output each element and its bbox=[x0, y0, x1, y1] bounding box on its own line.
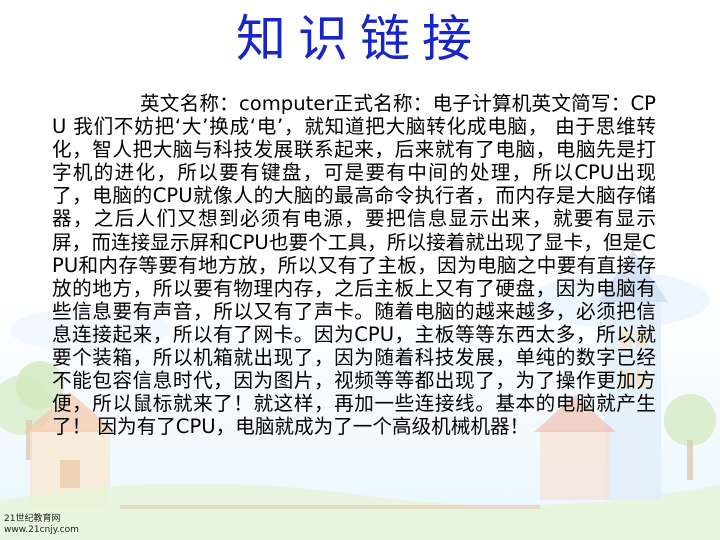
watermark: 21世纪教育网 www.21cnjy.com bbox=[4, 514, 79, 536]
watermark-site-name: 21世纪教育网 bbox=[4, 514, 61, 524]
body-paragraph: 英文名称：computer正式名称：电子计算机英文简写：CPU 我们不妨把‘大’… bbox=[52, 92, 656, 439]
slide-title: 知识链接 bbox=[236, 10, 484, 68]
watermark-url: www.21cnjy.com bbox=[4, 525, 79, 535]
